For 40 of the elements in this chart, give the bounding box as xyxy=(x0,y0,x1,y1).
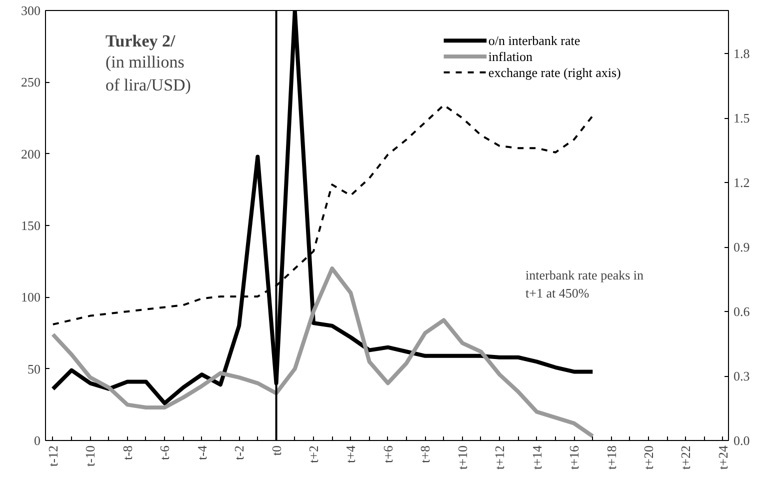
x-tick-label: t-12 xyxy=(45,445,60,466)
y-tick-label: 150 xyxy=(21,218,40,233)
y2-tick-label: 0.9 xyxy=(734,240,750,254)
legend-label: o/n interbank rate xyxy=(488,33,580,48)
y2-tick-label: 1.8 xyxy=(734,46,750,61)
legend-label: inflation xyxy=(488,49,533,64)
x-tick-label: t+18 xyxy=(604,445,619,470)
y-tick-label: 300 xyxy=(21,3,40,18)
x-tick-label: t+2 xyxy=(306,445,321,463)
x-tick-label: t+20 xyxy=(640,445,656,470)
y-tick-label: 200 xyxy=(21,146,40,162)
x-tick-label: t+16 xyxy=(566,445,582,470)
line-series xyxy=(50,266,595,438)
legend-label: exchange rate (right axis) xyxy=(488,64,621,80)
x-tick-label: t0 xyxy=(268,445,284,456)
y2-tick-label: 0.3 xyxy=(734,368,750,384)
x-tick-label: t+22 xyxy=(678,445,694,470)
x-tick-label: t+8 xyxy=(418,445,433,463)
y2-tick-label: 1.2 xyxy=(734,175,750,190)
x-tick-label: t+10 xyxy=(454,445,470,470)
x-tick-label: t-6 xyxy=(157,445,172,460)
y-tick-label: 0 xyxy=(34,433,40,448)
x-tick-label: t+24 xyxy=(715,445,730,470)
y2-tick-label: 0.6 xyxy=(734,304,750,319)
y2-tick-label: 0.0 xyxy=(734,433,750,448)
x-tick-label: t-4 xyxy=(194,445,210,460)
text: Turkey 2/ xyxy=(106,32,176,50)
annotation: interbank rate peaks in t+1 at 450% xyxy=(526,268,644,300)
x-tick-label: t+14 xyxy=(529,445,544,470)
y2-tick-label: 1.5 xyxy=(734,110,750,126)
x-tick-label: t+4 xyxy=(343,445,358,463)
x-tick-label: t+12 xyxy=(492,445,508,470)
x-tick-label: t-8 xyxy=(120,445,135,460)
y-tick-label: 100 xyxy=(21,290,40,305)
x-tick-label: t-10 xyxy=(82,445,98,466)
y-tick-label: 50 xyxy=(28,361,40,376)
y-tick-label: 250 xyxy=(21,74,40,90)
x-tick-label: t+6 xyxy=(380,445,396,463)
text: (in millions of lira/USD) xyxy=(106,52,191,94)
x-tick-label: t-2 xyxy=(232,445,247,460)
